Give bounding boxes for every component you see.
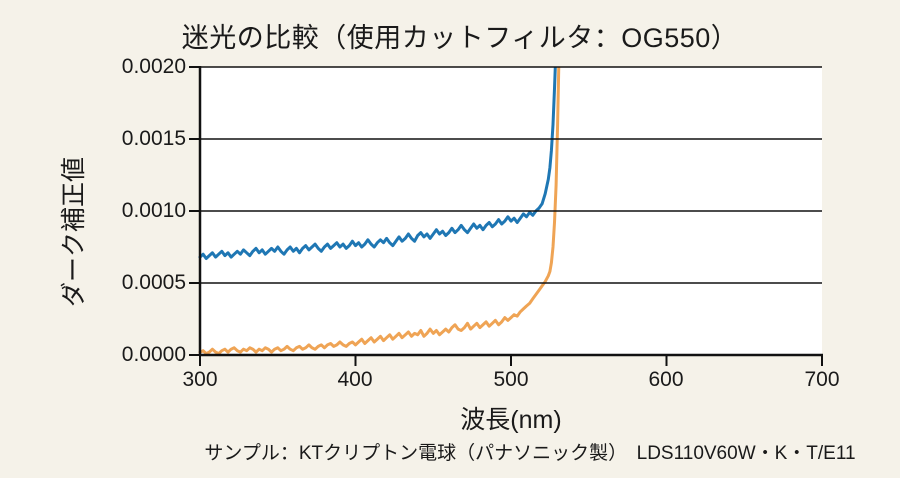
x-tick-label: 500 [493, 368, 529, 391]
x-tick-label: 400 [337, 368, 373, 391]
x-tick-label: 700 [804, 368, 840, 391]
series-blue-line [198, 67, 557, 260]
y-tick-label: 0.0015 [121, 127, 186, 150]
x-axis-label: 波長(nm) [460, 406, 562, 434]
y-tick-label: 0.0010 [121, 199, 186, 222]
x-tick-label: 300 [182, 368, 218, 391]
y-tick-label: 0.0020 [121, 55, 186, 78]
y-tick-label: 0.0005 [121, 271, 186, 294]
sample-caption: サンプル：KTクリプトン電球（パナソニック製） LDS110V60W・K・T/E… [204, 443, 856, 464]
x-tick-label: 600 [648, 368, 684, 391]
chart-title: 迷光の比較（使用カットフィルタ：OG550） [181, 23, 739, 53]
y-tick-label: 0.0000 [121, 343, 186, 366]
series-orange-line [198, 67, 561, 356]
